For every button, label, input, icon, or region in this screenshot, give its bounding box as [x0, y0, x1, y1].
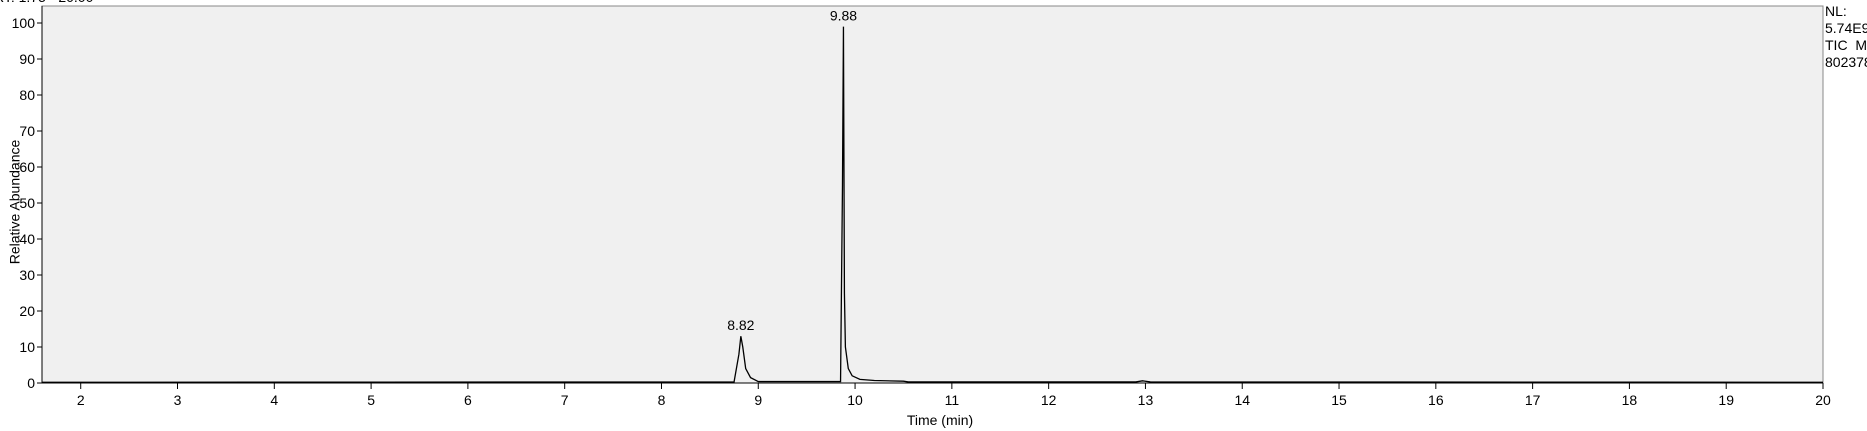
plot-area: [41, 5, 1824, 384]
y-tick-label: 100: [12, 15, 36, 31]
x-tick-label: 15: [1331, 392, 1347, 408]
side-label: TIC MS: [1825, 37, 1867, 53]
y-tick-label: 60: [19, 159, 35, 175]
x-tick-label: 13: [1138, 392, 1154, 408]
side-label: NL:: [1825, 3, 1847, 19]
y-axis-label: Relative Abundance: [7, 140, 23, 265]
x-tick-label: 14: [1234, 392, 1250, 408]
range-label: RT: 1.75 - 20.00: [0, 0, 94, 5]
x-tick-label: 17: [1525, 392, 1541, 408]
x-tick-label: 8: [658, 392, 666, 408]
side-label: 802378: [1825, 54, 1867, 70]
x-tick-label: 20: [1815, 392, 1831, 408]
y-tick-label: 30: [19, 267, 35, 283]
x-tick-label: 19: [1718, 392, 1734, 408]
y-tick-label: 50: [19, 195, 35, 211]
y-tick-label: 80: [19, 87, 35, 103]
x-tick-label: 10: [847, 392, 863, 408]
x-tick-label: 18: [1622, 392, 1638, 408]
y-tick-label: 70: [19, 123, 35, 139]
y-tick-label: 20: [19, 303, 35, 319]
x-tick-label: 6: [464, 392, 472, 408]
x-tick-label: 3: [174, 392, 182, 408]
x-tick-label: 12: [1041, 392, 1057, 408]
x-tick-label: 5: [367, 392, 375, 408]
trace: [41, 26, 1824, 383]
x-tick-label: 16: [1428, 392, 1444, 408]
x-tick-label: 4: [270, 392, 278, 408]
x-tick-label: 7: [561, 392, 569, 408]
x-tick-label: 2: [77, 392, 85, 408]
peak-label: 8.82: [727, 317, 754, 333]
x-axis-label: Time (min): [907, 412, 973, 428]
x-tick-label: 9: [754, 392, 762, 408]
y-tick-label: 0: [27, 375, 35, 391]
y-tick-label: 10: [19, 339, 35, 355]
side-label: 5.74E9: [1825, 20, 1867, 36]
y-tick-label: 40: [19, 231, 35, 247]
peak-label: 9.88: [830, 8, 857, 24]
y-tick-label: 90: [19, 51, 35, 67]
x-tick-label: 11: [945, 392, 960, 408]
